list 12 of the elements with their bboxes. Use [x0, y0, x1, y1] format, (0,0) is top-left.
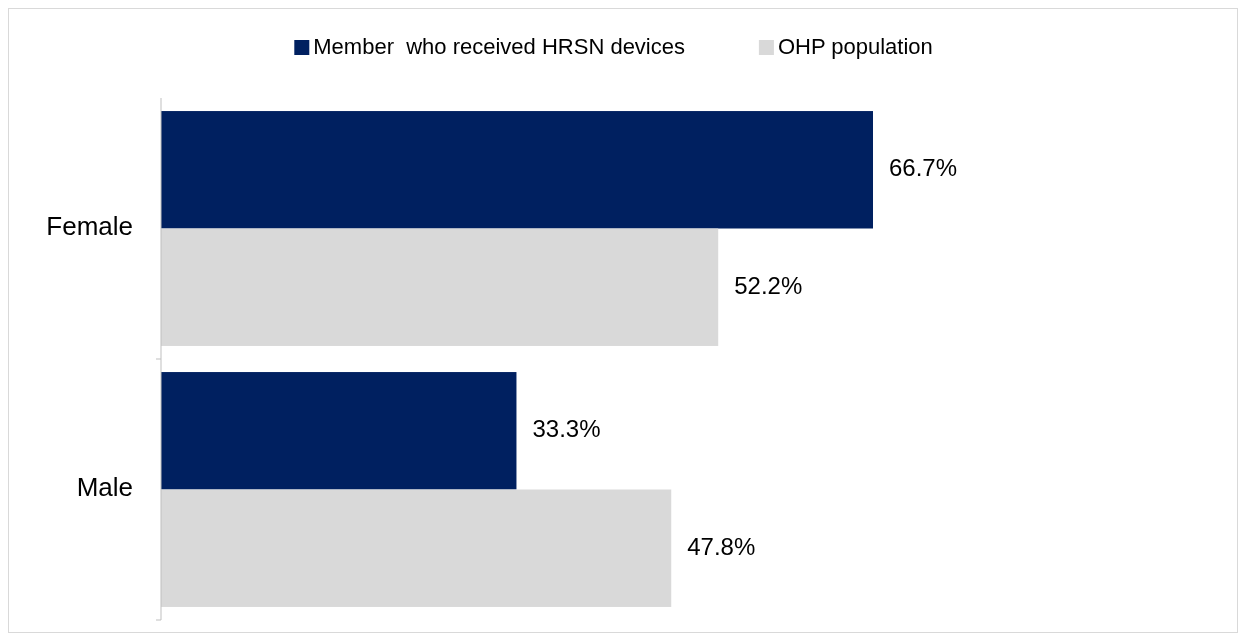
bar: [161, 489, 672, 607]
legend-label: OHP population: [777, 33, 933, 59]
y-tick-label: Male: [76, 472, 133, 503]
data-label: 47.8%: [687, 532, 756, 560]
y-tick-label: Female: [46, 211, 133, 242]
bar: [161, 228, 719, 346]
data-label: 66.7%: [889, 154, 958, 182]
data-label: 52.2%: [734, 271, 803, 299]
bar: [161, 111, 873, 229]
legend-label: Member who received HRSN devices: [313, 33, 685, 59]
bar: [161, 372, 517, 490]
data-label: 33.3%: [532, 415, 601, 443]
